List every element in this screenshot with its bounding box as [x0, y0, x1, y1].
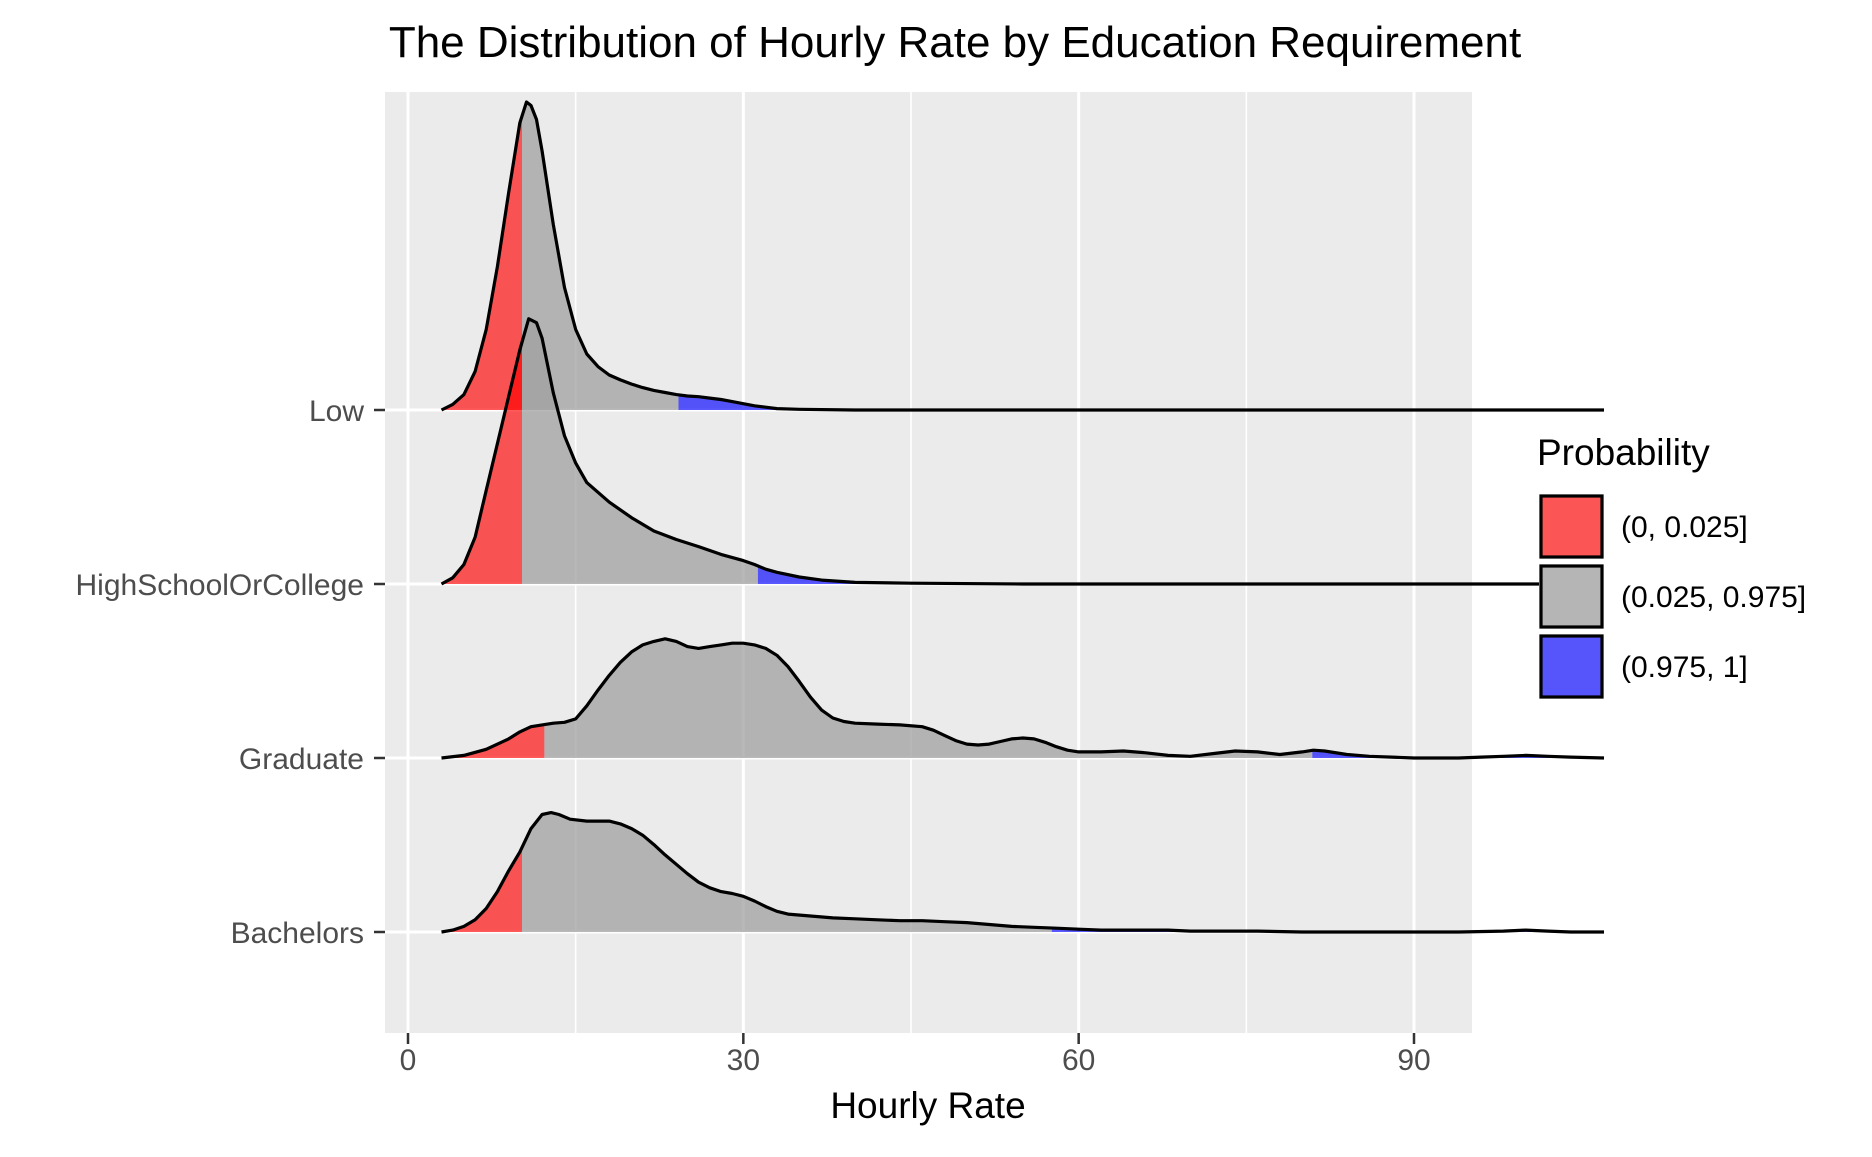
- ridge-Low: [440, 100, 1604, 412]
- chart-title: The Distribution of Hourly Rate by Educa…: [389, 18, 1521, 67]
- legend-label: (0.975, 1]: [1621, 651, 1748, 684]
- y-tick-label: Graduate: [239, 743, 364, 776]
- x-tick-label: 60: [1062, 1044, 1095, 1077]
- density-outline: [440, 317, 1604, 586]
- density-outline: [441, 811, 1604, 934]
- y-tick-label: Bachelors: [231, 917, 364, 950]
- x-axis: 0 30 60 90: [400, 1033, 1431, 1077]
- ridge-series: [440, 100, 1605, 934]
- legend-title: Probability: [1537, 432, 1710, 473]
- y-axis: Low HighSchoolOrCollege Graduate Bachelors: [76, 395, 385, 950]
- ridge-Bachelors: [441, 811, 1604, 934]
- legend-label: (0.025, 0.975]: [1621, 581, 1806, 614]
- legend-swatch: [1539, 564, 1604, 629]
- middle-area: [522, 812, 1052, 932]
- middle-area: [522, 102, 679, 410]
- x-axis-title: Hourly Rate: [830, 1085, 1025, 1126]
- lower-tail-area: [441, 847, 522, 932]
- density-outline: [441, 637, 1605, 760]
- legend-swatch: [1539, 634, 1604, 699]
- y-tick-label: Low: [309, 395, 364, 428]
- legend-swatch: [1539, 494, 1604, 559]
- middle-area: [544, 638, 1313, 758]
- middle-area: [522, 318, 758, 584]
- x-tick-label: 90: [1397, 1044, 1430, 1077]
- legend: Probability (0, 0.025] (0.025, 0.975] (0.9…: [1537, 432, 1806, 699]
- lower-tail-area: [441, 116, 522, 410]
- x-tick-label: 0: [400, 1044, 417, 1077]
- ridge-Graduate: [441, 637, 1605, 760]
- ridge-HighSchoolOrCollege: [440, 317, 1604, 586]
- lower-tail-area: [441, 342, 522, 584]
- y-tick-label: HighSchoolOrCollege: [76, 569, 365, 602]
- legend-label: (0, 0.025]: [1621, 511, 1748, 544]
- density-outline: [440, 100, 1604, 412]
- x-tick-label: 30: [727, 1044, 760, 1077]
